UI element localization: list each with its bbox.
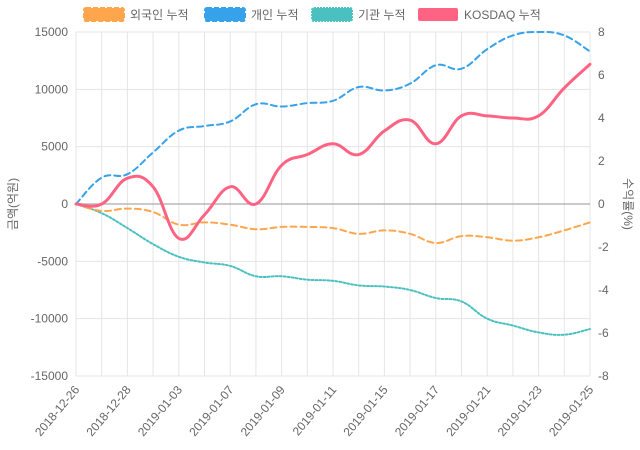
x-tick-label: 2019-01-17	[392, 383, 442, 439]
legend-item-3[interactable]: 기관 누적	[311, 7, 406, 22]
y-left-tick-label: -15000	[31, 369, 69, 383]
legend-item-4[interactable]: KOSDAQ 누적	[418, 8, 541, 22]
y-left-tick-label: -10000	[31, 312, 69, 326]
y-right-tick-label: 4	[598, 111, 605, 125]
y-right-tick-labels: 8 6 4 2 0 -2 -4 -6 -8	[598, 25, 609, 383]
y-left-tick-label: 5000	[41, 140, 68, 154]
y-right-tick-label: -8	[598, 369, 609, 383]
x-tick-label: 2019-01-25	[546, 383, 596, 439]
x-tick-label: 2018-12-28	[84, 383, 134, 439]
y-left-axis-title: 금액(억원)	[6, 178, 20, 230]
legend-swatch	[311, 7, 353, 22]
x-tick-label: 2019-01-15	[341, 383, 391, 439]
x-tick-label: 2019-01-21	[443, 383, 493, 439]
y-left-tick-label: 0	[61, 197, 68, 211]
y-left-tick-labels: 15000 10000 5000 0 -5000 -10000 -15000	[31, 25, 69, 383]
y-right-axis-title: 수익률(%)	[621, 178, 635, 230]
legend-label: 기관 누적	[358, 8, 406, 22]
series-line-2	[75, 30, 591, 205]
x-tick-label: 2019-01-07	[186, 383, 236, 439]
series-lines	[74, 30, 592, 336]
legend-swatch	[418, 8, 458, 21]
legend-item-1[interactable]: 외국인 누적	[83, 7, 189, 22]
y-right-tick-label: 8	[598, 25, 605, 39]
y-right-tick-label: 6	[598, 68, 605, 82]
x-tick-label: 2019-01-03	[135, 383, 185, 439]
x-tick-label: 2019-01-23	[495, 383, 545, 439]
x-tick-label: 2019-01-11	[290, 383, 340, 439]
y-left-tick-label: 10000	[35, 82, 69, 96]
legend-swatch	[204, 7, 246, 22]
y-right-tick-label: -2	[598, 240, 609, 254]
series-line-4	[74, 62, 592, 241]
y-left-tick-label: -5000	[37, 254, 68, 268]
y-left-tick-label: 15000	[35, 25, 69, 39]
legend[interactable]: 외국인 누적 개인 누적 기관 누적 KOSDAQ 누적	[83, 7, 541, 22]
y-right-tick-label: 2	[598, 154, 605, 168]
y-right-tick-label: 0	[598, 197, 605, 211]
x-tick-label: 2018-12-26	[32, 383, 82, 439]
x-tick-label: 2019-01-09	[238, 383, 288, 439]
y-right-tick-label: -6	[598, 326, 609, 340]
series-line-1	[75, 203, 591, 244]
legend-swatch	[83, 7, 125, 22]
series-line-3	[75, 203, 591, 336]
legend-label: 외국인 누적	[130, 8, 189, 22]
legend-label: 개인 누적	[251, 8, 299, 22]
x-tick-labels: 2018-12-26 2018-12-28 2019-01-03 2019-01-07…	[32, 383, 596, 439]
legend-label: KOSDAQ 누적	[464, 8, 541, 22]
legend-item-2[interactable]: 개인 누적	[204, 7, 299, 22]
y-right-tick-label: -4	[598, 283, 609, 297]
